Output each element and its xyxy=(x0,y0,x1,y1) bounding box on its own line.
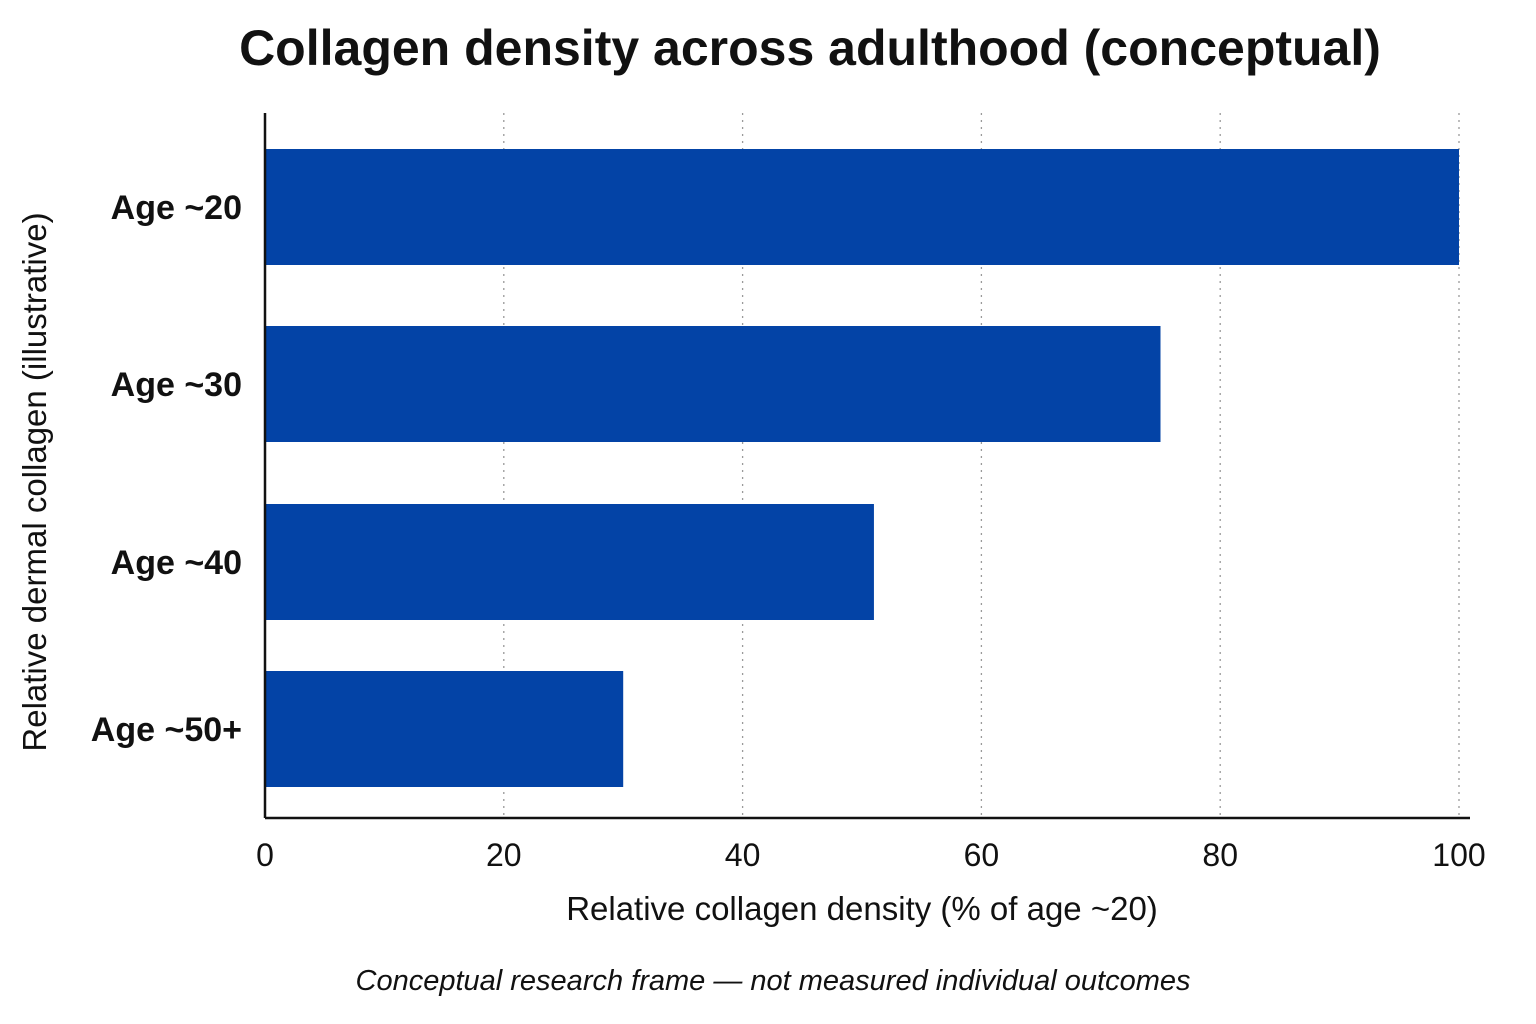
x-tick-label: 60 xyxy=(964,837,1000,873)
x-tick-label: 20 xyxy=(486,837,522,873)
axes xyxy=(263,113,1470,820)
x-tick-label: 80 xyxy=(1202,837,1238,873)
bar xyxy=(265,671,624,787)
x-tick-label: 100 xyxy=(1432,837,1485,873)
category-labels: Age ~20 Age ~30 Age ~40 Age ~50+ xyxy=(91,189,242,749)
bar xyxy=(265,326,1161,442)
category-label: Age ~30 xyxy=(111,366,242,404)
chart-title: Collagen density across adulthood (conce… xyxy=(239,20,1381,76)
category-label: Age ~20 xyxy=(111,189,242,227)
x-tick-label: 0 xyxy=(256,837,274,873)
x-tick-label: 40 xyxy=(725,837,761,873)
y-axis-title: Relative dermal collagen (illustrative) xyxy=(16,212,53,751)
footnote: Conceptual research frame — not measured… xyxy=(356,965,1191,997)
bars xyxy=(265,149,1459,787)
category-label: Age ~50+ xyxy=(91,711,242,749)
category-label: Age ~40 xyxy=(111,544,242,582)
bar xyxy=(265,504,874,620)
bar xyxy=(265,149,1459,265)
x-axis-title: Relative collagen density (% of age ~20) xyxy=(566,890,1158,927)
x-tick-labels: 0 20 40 60 80 100 xyxy=(256,837,1486,873)
